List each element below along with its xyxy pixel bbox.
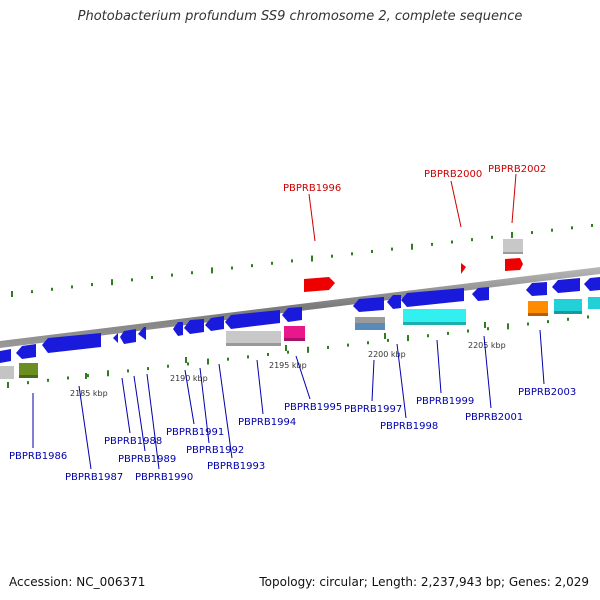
gene-arrow[interactable] — [304, 277, 335, 292]
gene-arrow[interactable] — [113, 333, 118, 343]
scale-label: 2185 kbp — [70, 389, 108, 398]
gene-label[interactable]: PBPRB2003 — [518, 387, 576, 398]
gene-arrow[interactable] — [472, 287, 489, 301]
gene-label[interactable]: PBPRB1994 — [238, 417, 296, 428]
gene-arrow[interactable] — [387, 295, 401, 309]
gene-box — [503, 252, 523, 254]
forward-leaders — [308, 173, 517, 242]
gene-label[interactable]: PBPRB1990 — [135, 472, 193, 483]
gene-arrow[interactable] — [0, 349, 11, 363]
gene-arrow[interactable] — [401, 288, 464, 307]
gene-label[interactable]: PBPRB1992 — [186, 445, 244, 456]
scale-label: 2190 kbp — [170, 374, 208, 383]
gene-label[interactable]: PBPRB1998 — [380, 421, 438, 432]
gene-arrow[interactable] — [184, 319, 204, 334]
gene-box[interactable] — [503, 239, 523, 252]
reverse-leaders — [32, 329, 545, 470]
gene-label[interactable]: PBPRB1986 — [9, 451, 67, 462]
gene-label[interactable]: PBPRB2002 — [488, 164, 546, 175]
gene-label[interactable]: PBPRB1997 — [344, 404, 402, 415]
gene-arrow[interactable] — [205, 316, 224, 331]
reverse-genes — [0, 277, 600, 379]
scale-label: 2195 kbp — [269, 361, 307, 370]
gene-label[interactable]: PBPRB1999 — [416, 396, 474, 407]
map-title: Photobacterium profundum SS9 chromosome … — [77, 9, 523, 24]
accession-text: Accession: NC_006371 — [9, 575, 146, 589]
gene-box — [403, 322, 466, 325]
gene-box — [19, 375, 38, 378]
forward-genes — [304, 239, 523, 292]
gene-label[interactable]: PBPRB1987 — [65, 472, 123, 483]
gene-arrow[interactable] — [282, 307, 302, 322]
gene-box[interactable] — [588, 297, 600, 309]
gene-arrow[interactable] — [120, 329, 136, 344]
gene-label[interactable]: PBPRB2001 — [465, 412, 523, 423]
gene-label[interactable]: PBPRB1995 — [284, 402, 342, 413]
scale-label: 2200 kbp — [368, 350, 406, 359]
gene-arrow[interactable] — [173, 322, 183, 336]
gene-arrow[interactable] — [225, 310, 280, 329]
gene-arrow[interactable] — [42, 333, 101, 353]
gene-arrow[interactable] — [505, 258, 523, 271]
gene-box — [226, 343, 281, 346]
scale-label: 2205 kbp — [468, 341, 506, 350]
gene-label[interactable]: PBPRB2000 — [424, 169, 482, 180]
gene-label[interactable]: PBPRB1988 — [104, 436, 162, 447]
gene-arrow[interactable] — [584, 277, 600, 291]
gene-arrow[interactable] — [353, 297, 384, 312]
gene-arrow[interactable] — [16, 344, 36, 359]
gene-label[interactable]: PBPRB1996 — [283, 183, 341, 194]
gene-box — [284, 338, 305, 341]
gene-box[interactable] — [284, 326, 305, 338]
gene-box[interactable] — [19, 363, 38, 375]
gene-arrow[interactable] — [526, 282, 547, 296]
gene-label[interactable]: PBPRB1993 — [207, 461, 265, 472]
gene-box[interactable] — [355, 317, 385, 323]
gene-box[interactable] — [226, 331, 281, 343]
track-guides — [7, 223, 593, 388]
scale-ticks — [85, 322, 486, 379]
gene-box[interactable] — [554, 299, 582, 311]
gene-label[interactable]: PBPRB1991 — [166, 427, 224, 438]
gene-box — [554, 311, 582, 314]
gene-box[interactable] — [0, 366, 14, 379]
gene-box[interactable] — [403, 309, 466, 322]
gene-box[interactable] — [355, 323, 385, 330]
gene-arrow[interactable] — [461, 263, 466, 274]
gene-box — [528, 313, 548, 316]
gene-box[interactable] — [528, 301, 548, 313]
gene-label[interactable]: PBPRB1989 — [118, 454, 176, 465]
gene-arrow[interactable] — [138, 327, 146, 340]
genome-stats-text: Topology: circular; Length: 2,237,943 bp… — [259, 575, 589, 589]
gene-arrow[interactable] — [552, 278, 580, 293]
